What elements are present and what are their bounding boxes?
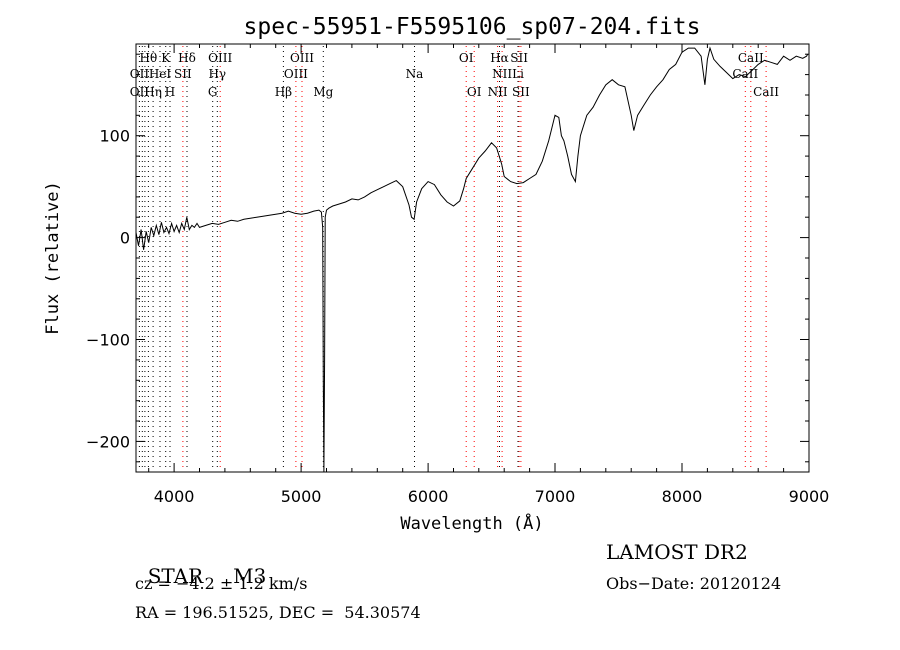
line-label: Na — [406, 67, 424, 81]
line-label: Hη — [144, 85, 162, 99]
line-label: OII — [130, 67, 150, 81]
y-axis: −200 −100 0 100 — [86, 53, 809, 463]
line-label: OIII — [290, 51, 314, 65]
line-label: CaII — [738, 51, 764, 65]
spectrum-series-line — [135, 46, 809, 473]
line-label: Li — [512, 67, 524, 81]
line-label: Hδ — [178, 51, 196, 65]
line-markers — [138, 46, 767, 470]
line-label: Hβ — [275, 85, 292, 99]
plot-frame — [135, 43, 810, 473]
line-label: OI — [467, 85, 482, 99]
line-label: Hα — [490, 51, 509, 65]
line-label: SII — [512, 85, 530, 99]
line-label: H — [165, 85, 175, 99]
y-axis-label: Flux (relative) — [43, 181, 63, 335]
line-label: HeI — [149, 67, 172, 81]
y-tick-label: −200 — [86, 432, 130, 451]
x-tick-label: 5000 — [281, 487, 322, 506]
chart-title: spec-55951-F5595106_sp07-204.fits — [244, 14, 701, 40]
line-label: OIII — [284, 67, 308, 81]
y-tick-label: −100 — [86, 331, 130, 350]
y-tick-label: 100 — [99, 127, 130, 146]
line-label: Hθ — [140, 51, 158, 65]
line-label: SII — [510, 51, 528, 65]
coordinates: RA = 196.51525, DEC = 54.30574 — [135, 603, 421, 622]
obs-date: Obs−Date: 20120124 — [606, 574, 782, 593]
object-subclass: M3 — [233, 564, 267, 588]
line-label: SII — [174, 67, 192, 81]
line-label: OII — [130, 85, 150, 99]
line-label: OIII — [208, 51, 232, 65]
redshift-cz: cz = −4.2 ± 1.2 km/s — [135, 574, 308, 593]
x-tick-label: 6000 — [408, 487, 449, 506]
survey-name: LAMOST DR2 — [606, 540, 748, 564]
line-label: CaII — [753, 85, 779, 99]
line-label: NII — [488, 85, 508, 99]
line-label: CaII — [732, 67, 758, 81]
x-axis: 4000 5000 6000 7000 8000 9000 — [148, 44, 830, 506]
x-axis-label: Wavelength (Å) — [400, 512, 543, 534]
x-tick-label: 4000 — [154, 487, 195, 506]
line-label: Hγ — [208, 67, 226, 81]
x-tick-label: 7000 — [535, 487, 576, 506]
x-tick-label: 9000 — [789, 487, 830, 506]
line-label: Mg — [313, 85, 333, 99]
line-label: NII — [492, 67, 512, 81]
line-label: K — [161, 51, 171, 65]
y-tick-label: 0 — [120, 229, 130, 248]
line-label: G — [208, 85, 218, 99]
object-class: STAR — [147, 564, 204, 588]
line-label: OI — [459, 51, 474, 65]
x-tick-label: 8000 — [662, 487, 703, 506]
